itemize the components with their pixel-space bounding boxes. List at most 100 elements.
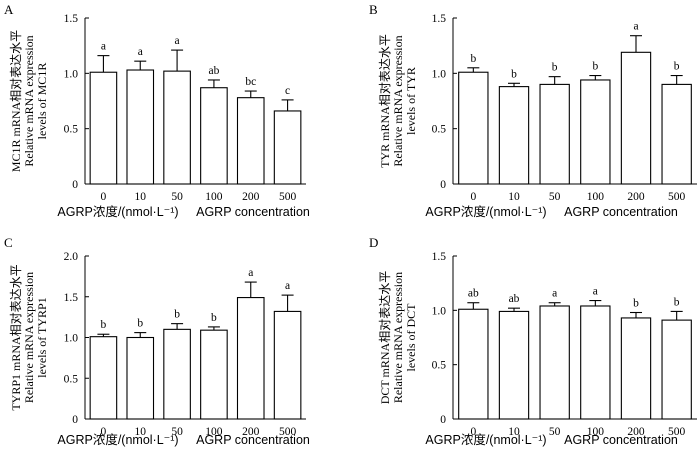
bar-10 bbox=[126, 336, 155, 420]
significance-label: b bbox=[552, 62, 558, 74]
bar-50 bbox=[539, 83, 570, 185]
bar-100 bbox=[200, 329, 228, 420]
bar-200 bbox=[620, 317, 652, 420]
bar-0 bbox=[458, 308, 489, 420]
significance-label: a bbox=[285, 280, 290, 292]
x-tick-label: 200 bbox=[627, 191, 645, 203]
panel-a: A 0 0.5 1.0 1.5 a 0 a 10 a 50 ab 100 bc 200 c 500 AGRP浓度/… bbox=[4, 2, 310, 219]
y-axis-label-line-2: Relative mRNA expression bbox=[22, 35, 36, 166]
significance-label: a bbox=[175, 35, 180, 47]
significance-label: a bbox=[248, 267, 253, 279]
y-tick-label: 2.0 bbox=[64, 251, 79, 263]
bar-500 bbox=[661, 83, 692, 185]
x-tick-label: 100 bbox=[205, 426, 223, 438]
x-tick-label: 500 bbox=[279, 426, 297, 438]
significance-label: b bbox=[470, 53, 476, 65]
y-tick-label: 1.0 bbox=[432, 305, 447, 317]
x-tick-label: 10 bbox=[135, 426, 147, 438]
y-axis-label-line-1: DCT mRNA相对表达水平 bbox=[378, 271, 392, 404]
bar-50 bbox=[163, 328, 191, 420]
y-axis-label-line-3: levels of TYR bbox=[404, 67, 418, 135]
significance-label: b bbox=[674, 61, 680, 73]
bar-500 bbox=[273, 110, 302, 185]
x-tick-label: 500 bbox=[279, 191, 297, 203]
y-tick-label: 1.5 bbox=[64, 292, 79, 304]
bar-100 bbox=[580, 79, 611, 185]
y-axis-label-line-3: levels of DCT bbox=[404, 303, 418, 372]
significance-label: a bbox=[101, 41, 106, 53]
y-tick-label: 1.5 bbox=[432, 251, 447, 263]
y-tick-label: 0.5 bbox=[432, 124, 447, 136]
panel-c: C 0 0.5 1.0 1.5 2.0 b 0 b 10 b 50 b 100 a 200 a 500 AGRP浓度… bbox=[4, 235, 310, 447]
y-tick-label: 0 bbox=[440, 414, 446, 426]
panel-d: D 0 0.5 1.0 1.5 ab 0 ab 10 a 50 a 100 b 200 b 500 AGRP浓度/… bbox=[369, 235, 697, 447]
x-tick-label: 50 bbox=[171, 426, 183, 438]
x-tick-label: 0 bbox=[101, 426, 107, 438]
panel-letter: B bbox=[369, 2, 378, 17]
x-axis-label-cn: AGRP浓度/(nmol·L⁻¹) bbox=[57, 204, 178, 219]
significance-label: a bbox=[633, 21, 638, 33]
x-tick-label: 500 bbox=[668, 426, 686, 438]
significance-label: b bbox=[674, 296, 680, 308]
x-axis-label-en: AGRP concentration bbox=[196, 205, 310, 219]
y-tick-label: 0 bbox=[72, 414, 78, 426]
bar-10 bbox=[498, 310, 530, 420]
panel-letter: C bbox=[4, 235, 13, 250]
y-tick-label: 0 bbox=[440, 179, 446, 191]
significance-label: a bbox=[593, 286, 598, 298]
bar-0 bbox=[89, 71, 118, 185]
x-tick-label: 0 bbox=[101, 191, 107, 203]
x-tick-label: 0 bbox=[470, 191, 476, 203]
x-axis-label-en: AGRP concentration bbox=[564, 205, 678, 219]
bar-100 bbox=[580, 305, 611, 420]
bar-10 bbox=[126, 69, 155, 185]
x-axis-label-cn: AGRP浓度/(nmol·L⁻¹) bbox=[425, 204, 546, 219]
significance-label: a bbox=[552, 288, 557, 300]
bar-10 bbox=[498, 86, 530, 185]
x-tick-label: 10 bbox=[508, 191, 520, 203]
bar-200 bbox=[236, 297, 265, 420]
panel-b: B 0 0.5 1.0 1.5 b 0 b 10 b 50 b 100 a 200 b 500 AGRP浓度/(n… bbox=[369, 2, 697, 219]
y-tick-label: 0 bbox=[72, 179, 78, 191]
x-axis-label-en: AGRP concentration bbox=[196, 433, 310, 447]
significance-label: bc bbox=[245, 76, 256, 88]
significance-label: c bbox=[285, 85, 290, 97]
y-tick-label: 1.5 bbox=[64, 13, 79, 25]
y-axis-label-line-2: Relative mRNA expression bbox=[391, 35, 405, 166]
significance-label: ab bbox=[468, 288, 479, 300]
x-tick-label: 200 bbox=[627, 426, 645, 438]
bar-100 bbox=[200, 87, 228, 185]
y-axis-label-line-2: Relative mRNA expression bbox=[22, 272, 36, 403]
panel-letter: A bbox=[4, 2, 14, 17]
y-tick-label: 0.5 bbox=[64, 124, 79, 136]
x-tick-label: 100 bbox=[205, 191, 223, 203]
y-tick-label: 1.5 bbox=[432, 13, 447, 25]
y-tick-label: 0.5 bbox=[64, 373, 79, 385]
significance-label: b bbox=[633, 298, 639, 310]
x-axis-label-cn: AGRP浓度/(nmol·L⁻¹) bbox=[425, 432, 546, 447]
significance-label: b bbox=[101, 319, 107, 331]
x-tick-label: 50 bbox=[171, 191, 183, 203]
bar-200 bbox=[620, 51, 652, 185]
x-tick-label: 0 bbox=[470, 426, 476, 438]
significance-label: ab bbox=[208, 65, 219, 77]
y-axis-label-line-2: Relative mRNA expression bbox=[391, 272, 405, 403]
significance-label: b bbox=[174, 309, 180, 321]
x-tick-label: 10 bbox=[135, 191, 147, 203]
significance-label: a bbox=[138, 46, 143, 58]
significance-label: b bbox=[511, 68, 517, 80]
significance-label: ab bbox=[509, 293, 520, 305]
x-tick-label: 200 bbox=[242, 191, 260, 203]
x-tick-label: 100 bbox=[587, 426, 605, 438]
bar-200 bbox=[236, 97, 265, 185]
bar-50 bbox=[539, 305, 570, 420]
bar-500 bbox=[661, 319, 692, 420]
x-axis-label-en: AGRP concentration bbox=[564, 433, 678, 447]
y-axis-label-line-1: TYR mRNA相对表达水平 bbox=[378, 34, 392, 168]
x-tick-label: 50 bbox=[549, 191, 561, 203]
y-tick-label: 1.0 bbox=[64, 333, 79, 345]
y-axis-label-line-1: MC1R mRNA相对表达水平 bbox=[9, 30, 23, 172]
y-tick-label: 0.5 bbox=[432, 360, 447, 372]
x-axis-label-cn: AGRP浓度/(nmol·L⁻¹) bbox=[57, 432, 178, 447]
